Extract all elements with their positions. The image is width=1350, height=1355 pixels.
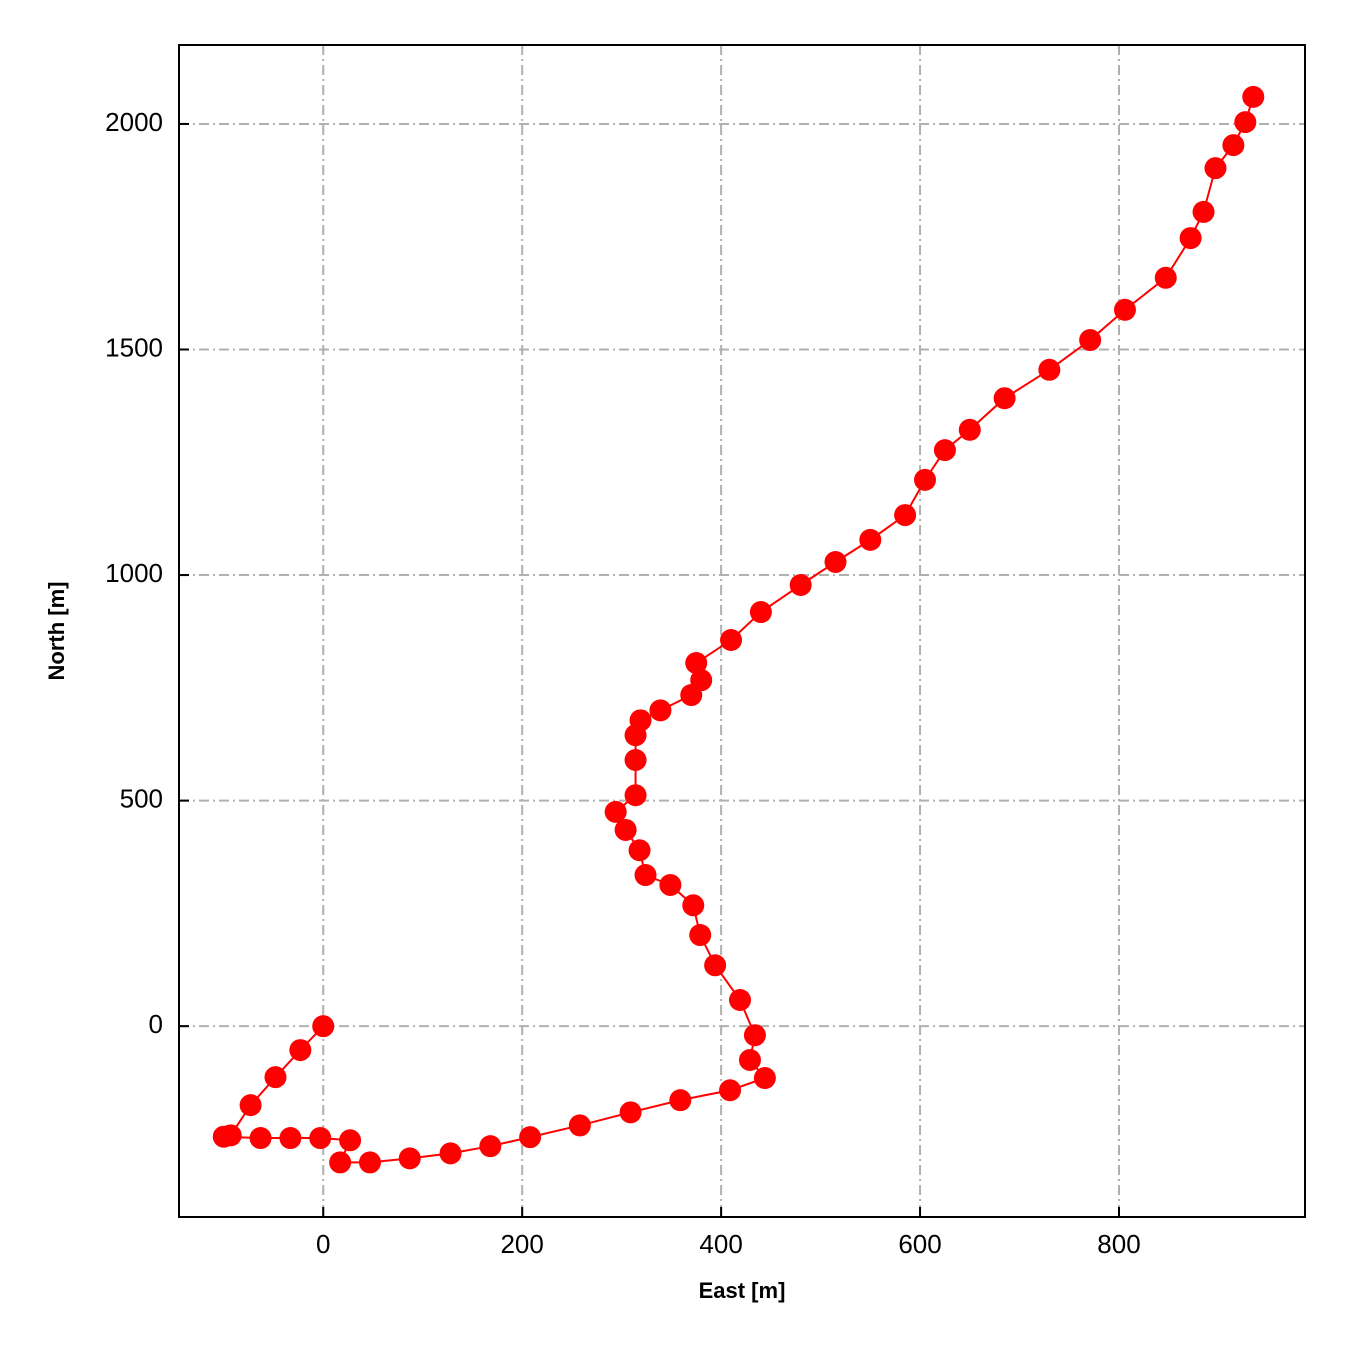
point [624,749,647,772]
point [634,864,657,887]
point [669,1089,692,1112]
point [704,954,727,977]
y-tick-label: 500 [120,783,163,813]
point [914,468,937,491]
point [753,1067,776,1090]
point [690,669,713,692]
point [312,1015,335,1038]
point [329,1151,352,1174]
point [720,629,743,652]
point [212,1125,235,1148]
point [789,573,812,596]
point [1192,200,1215,223]
point [682,894,705,917]
point [1222,134,1245,157]
point [439,1142,462,1165]
point [649,699,672,722]
point [1154,266,1177,289]
point [264,1066,287,1089]
point [685,652,708,675]
point [958,418,981,441]
x-tick-label: 800 [1097,1229,1140,1259]
point [729,989,752,1012]
point [1113,298,1136,321]
point [479,1135,502,1158]
point [629,709,652,732]
point [279,1127,302,1150]
y-axis-label: North [m] [44,582,69,681]
point [568,1114,591,1137]
point [689,924,712,947]
point [1204,157,1227,180]
point [1179,227,1202,250]
point [743,1024,766,1047]
y-tick-label: 1500 [105,332,163,362]
point [824,550,847,573]
x-tick-label: 0 [316,1229,330,1259]
point [358,1151,381,1174]
point [859,528,882,551]
point [894,504,917,527]
point [1079,329,1102,352]
point [993,387,1016,410]
point [628,839,651,862]
point [749,601,772,624]
point [398,1147,421,1170]
point [309,1127,332,1150]
point [1234,111,1257,134]
point [239,1094,262,1117]
point [519,1126,542,1149]
y-tick-label: 0 [149,1009,163,1039]
point [738,1049,761,1072]
point [624,784,647,807]
y-tick-label: 2000 [105,107,163,137]
point [289,1039,312,1062]
point [1038,358,1061,381]
y-tick-label: 1000 [105,558,163,588]
plot-frame [178,44,1306,1218]
point [619,1101,642,1124]
x-axis-label: East [m] [699,1278,786,1303]
point [719,1079,742,1102]
point [1242,85,1265,108]
point [614,818,637,841]
point [659,873,682,896]
point [933,439,956,462]
point [249,1127,272,1150]
x-tick-label: 600 [898,1229,941,1259]
point [339,1129,362,1152]
x-tick-label: 200 [500,1229,543,1259]
x-tick-label: 400 [699,1229,742,1259]
point [604,800,627,823]
